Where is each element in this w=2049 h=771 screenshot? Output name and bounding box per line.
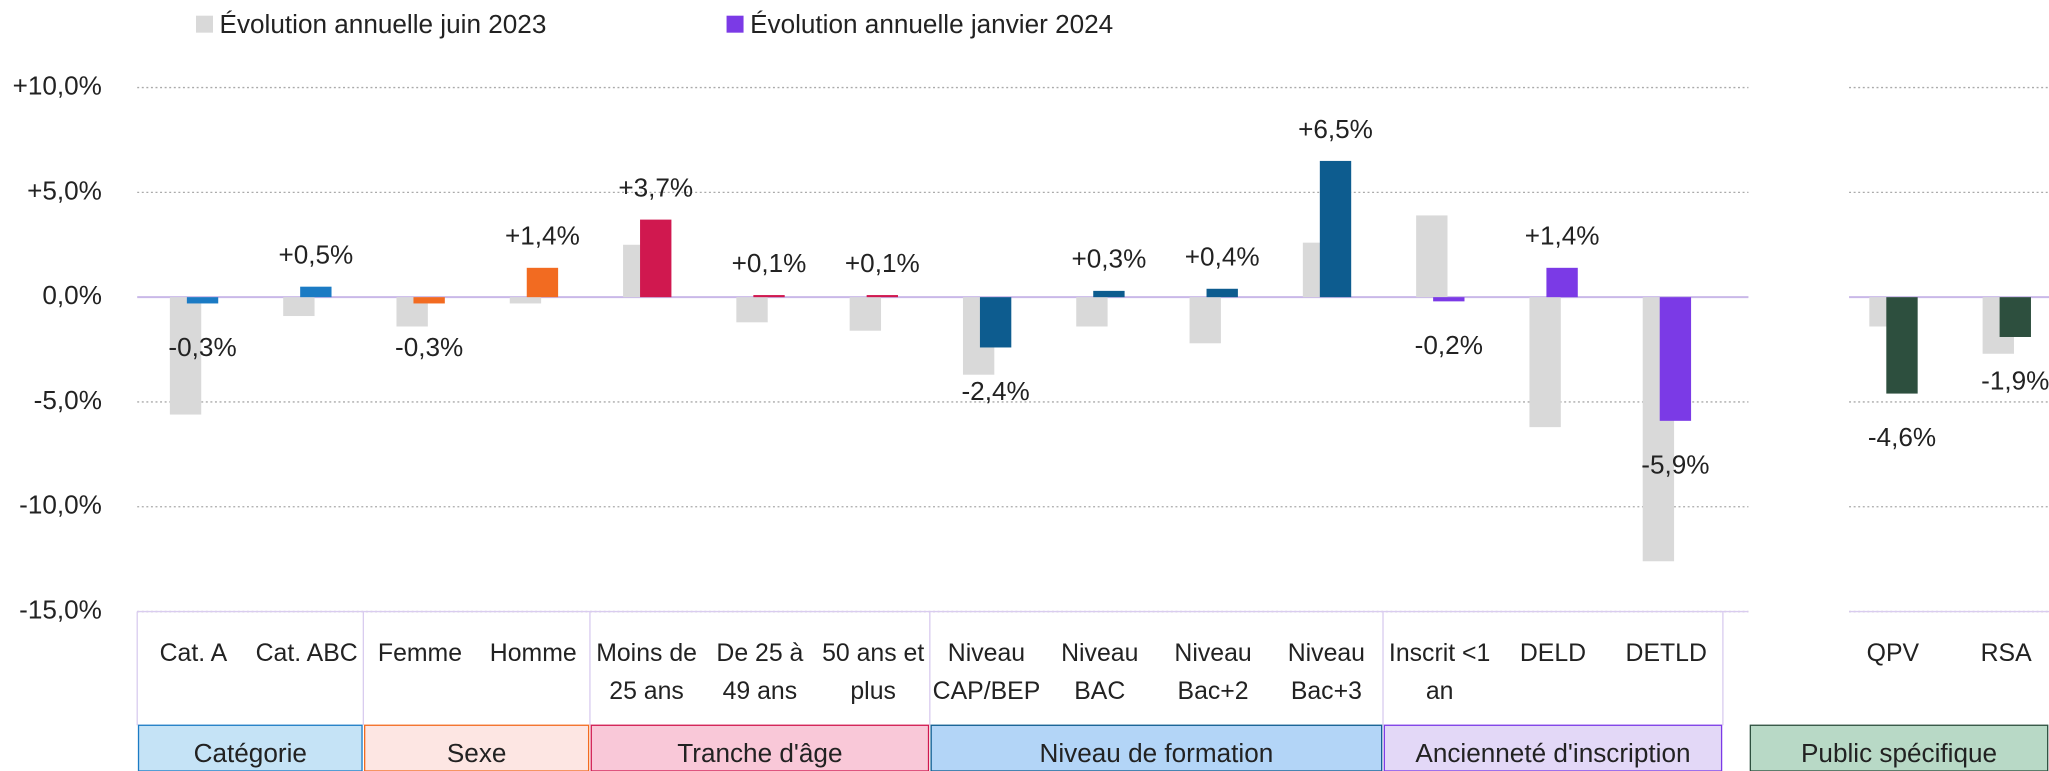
group-cell: [137, 724, 363, 771]
bar: [1433, 297, 1465, 302]
category-cell: Niveau BAC: [1061, 640, 1139, 706]
data-label: -5,9%: [1641, 449, 1709, 479]
x-tick-label: Femme: [377, 640, 463, 668]
bar: [413, 297, 445, 304]
x-tick-label: DETLD: [1625, 640, 1707, 668]
category-cell: Niveau Bac+3: [1287, 640, 1366, 706]
y-tick-label: -10,0%: [19, 490, 102, 520]
bar: [509, 297, 542, 304]
category-cell: Homme: [489, 640, 577, 668]
group-cell: [930, 724, 1383, 771]
data-label: -0,3%: [395, 332, 463, 362]
bar: [866, 295, 899, 298]
bar: [1546, 267, 1578, 298]
category-cell: Femme: [377, 640, 463, 668]
x-tick-label: QPV: [1866, 640, 1920, 668]
x-tick-label: Niveau BAC: [1061, 640, 1139, 706]
x-tick-label: Cat. A: [159, 640, 228, 668]
category-cell: Niveau Bac+2: [1174, 640, 1252, 706]
y-tick-label: +10,0%: [13, 70, 102, 100]
group-label: Tranche d'âge: [677, 738, 842, 768]
legend-label: Évolution annuelle juin 2023: [220, 9, 547, 39]
legend-swatch: [196, 15, 214, 33]
y-tick-label: -5,0%: [34, 385, 102, 415]
group-cell: [363, 724, 590, 771]
bar: [849, 297, 882, 331]
bar: [169, 297, 202, 415]
legend-label: Évolution annuelle janvier 2024: [750, 9, 1113, 39]
category-cell: Inscrit <1 an: [1388, 640, 1491, 706]
bar: [1093, 290, 1125, 298]
bar: [979, 297, 1012, 348]
data-label: -2,4%: [961, 376, 1029, 406]
bar: [1999, 297, 2031, 337]
bar: [1659, 297, 1692, 421]
bar: [1416, 215, 1448, 298]
data-label: -1,9%: [1981, 366, 2049, 396]
group-cell: [1383, 724, 1723, 771]
bar: [283, 297, 315, 317]
x-tick-label: RSA: [1980, 640, 2032, 668]
x-tick-label: 50 ans et plus: [822, 640, 925, 706]
x-tick-label: De 25 à 49 ans: [716, 640, 804, 706]
bar: [640, 219, 672, 298]
data-label: +0,1%: [732, 248, 807, 278]
legend-swatch: [726, 15, 744, 33]
data-label: +3,7%: [618, 172, 693, 202]
bar: [1076, 297, 1108, 327]
bar: [1319, 160, 1352, 298]
x-tick-label: Cat. ABC: [255, 640, 358, 668]
category-cell: DELD: [1519, 640, 1587, 668]
category-cell: 50 ans et plus: [822, 640, 925, 706]
category-cell: Cat. A: [159, 640, 228, 668]
group-label: Niveau de formation: [1040, 738, 1274, 768]
bar: [526, 267, 559, 298]
y-tick-label: 0,0%: [42, 280, 102, 310]
x-tick-label: Moins de 25 ans: [596, 640, 697, 706]
bar: [186, 297, 219, 304]
group-label: Catégorie: [194, 738, 307, 768]
x-tick-label: Homme: [489, 640, 577, 668]
category-cell: RSA: [1980, 640, 2032, 668]
data-label: +1,4%: [1525, 221, 1600, 251]
bar: [1886, 297, 1918, 394]
category-cell: QPV: [1866, 640, 1920, 668]
data-label: +0,5%: [278, 240, 353, 270]
x-tick-label: Niveau CAP/BEP: [932, 640, 1041, 706]
bar: [736, 297, 768, 323]
group-label: Public spécifique: [1801, 738, 1997, 768]
bar: [1189, 297, 1221, 344]
x-tick-label: Niveau Bac+3: [1287, 640, 1366, 706]
x-tick-label: Niveau Bac+2: [1174, 640, 1252, 706]
data-label: +0,4%: [1185, 242, 1260, 272]
category-cell: De 25 à 49 ans: [716, 640, 804, 706]
data-label: -0,3%: [168, 332, 236, 362]
category-cell: Niveau CAP/BEP: [932, 640, 1041, 706]
category-cell: Cat. ABC: [255, 640, 358, 668]
bar: [1206, 288, 1238, 298]
bar: [300, 286, 332, 298]
group-cell: [590, 724, 930, 771]
data-label: +6,5%: [1298, 114, 1373, 144]
bar: [1529, 297, 1561, 428]
y-tick-label: +5,0%: [27, 175, 102, 205]
x-tick-label: DELD: [1519, 640, 1587, 668]
data-label: +1,4%: [505, 221, 580, 251]
bar: [753, 295, 785, 298]
data-label: -0,2%: [1415, 330, 1483, 360]
data-label: +0,3%: [1072, 244, 1147, 274]
group-label: Ancienneté d'inscription: [1415, 738, 1690, 768]
data-label: +0,1%: [845, 248, 920, 278]
y-tick-label: -15,0%: [19, 594, 102, 624]
data-label: -4,6%: [1868, 422, 1936, 452]
group-label: Sexe: [447, 738, 507, 768]
category-cell: DETLD: [1625, 640, 1707, 668]
category-cell: Moins de 25 ans: [596, 640, 697, 706]
x-tick-label: Inscrit <1 an: [1388, 640, 1491, 706]
